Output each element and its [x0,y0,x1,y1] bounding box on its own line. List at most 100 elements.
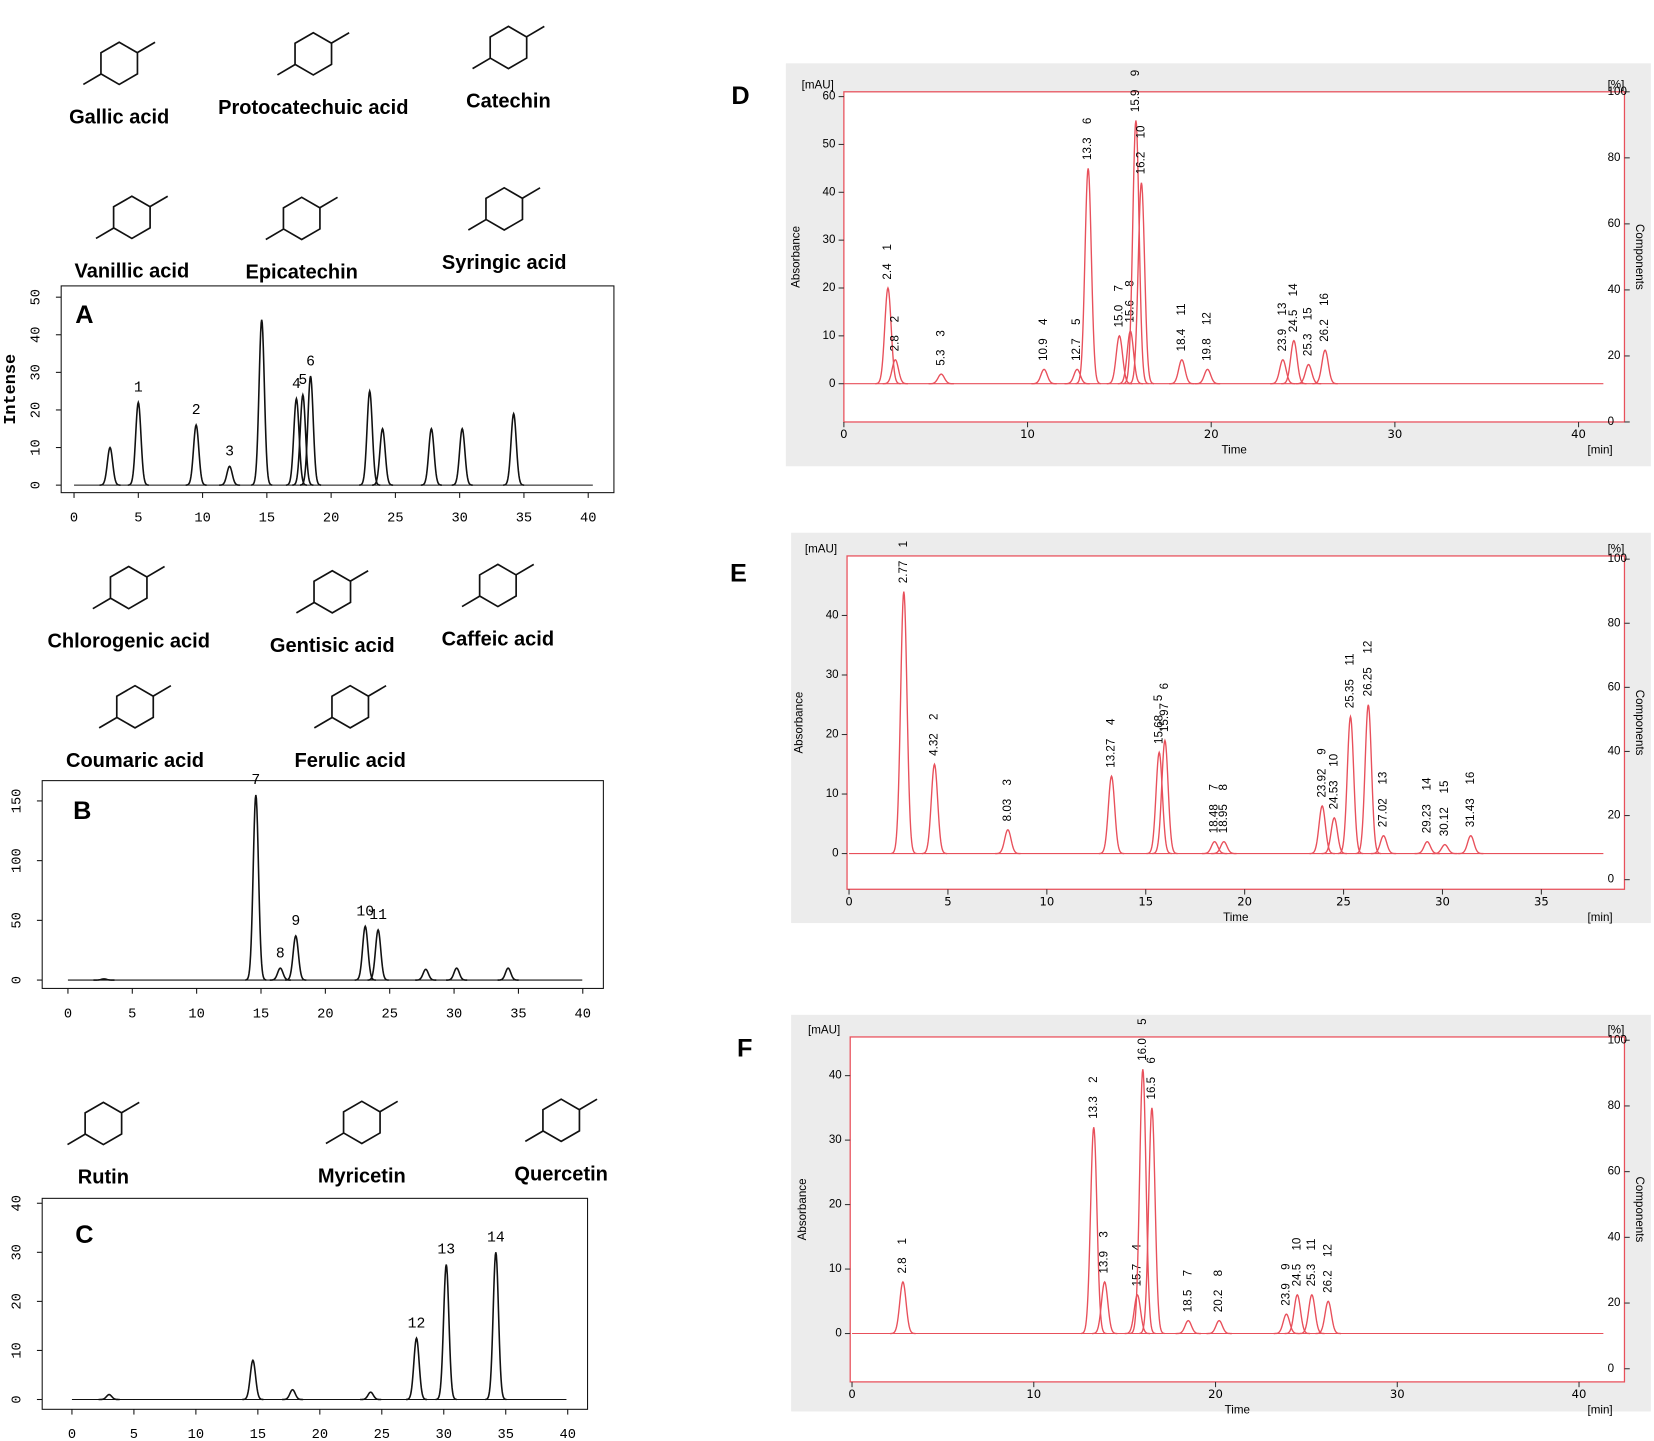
y2-tick-label: 100 [1608,1033,1627,1046]
peak-time-label: 20.2 [1212,1290,1225,1313]
peak [921,762,948,855]
structure-bond [330,32,350,45]
peak-label: 14 [1287,283,1300,296]
x-tick-label: 15 [259,512,275,527]
structure-ring [294,31,333,76]
x-tick-label: 25 [374,1428,390,1441]
peak-time-label: 16.5 [1145,1077,1158,1100]
structure-bond [367,684,387,697]
peak-label: 4 [1105,718,1118,725]
x-tick-label: 30 [436,1428,452,1441]
structure-name: Vanillic acid [75,260,190,282]
x-axis-title: Time [1225,1403,1250,1416]
peak-time-label: 30.12 [1438,807,1451,836]
peak-time-label: 16.2 [1134,152,1147,175]
peak [1098,774,1125,855]
y-tick-label: 20 [11,1293,26,1309]
y-tick-label: 40 [829,1069,842,1082]
structure-ring [485,186,524,231]
peak-time-label: 15.9 [1129,90,1142,113]
peak [251,319,273,486]
peak [99,446,121,486]
y2-tick-label: 0 [1608,1362,1614,1375]
peak [1146,750,1172,855]
x-tick-label: 25 [1336,894,1351,908]
peak-label: 2 [888,316,901,322]
peak-label: 7 [251,773,260,789]
structure-ring [313,569,352,614]
peak-time-label: 23.9 [1279,1283,1292,1306]
x-tick-label: 20 [312,1428,328,1441]
x-tick-label: 20 [1208,1387,1223,1401]
peak [1315,1300,1341,1335]
y-axis-title: Absorbance [796,1178,809,1240]
peak [882,358,908,385]
peak-label: 6 [1145,1057,1158,1063]
x-tick-label: 10 [188,1428,204,1441]
peak [451,426,473,486]
structure-bond [472,57,491,70]
panel-letter: C [75,1221,93,1249]
structure-ring [112,195,151,240]
x-tick-label: 35 [510,1007,526,1022]
peak-label: 2 [928,714,941,720]
panel-letter: B [73,797,91,825]
x-tick-label: 15 [1138,894,1153,908]
peak [1124,1293,1151,1335]
peak-time-label: 8.03 [1001,799,1014,822]
y-tick-label: 0 [29,481,44,489]
x-tick-label: 0 [64,1007,72,1022]
structure-ring [489,25,528,70]
y-unit: [mAU] [802,79,834,92]
x-tick-label: 0 [848,1387,855,1401]
y-tick-label: 30 [11,1244,26,1260]
peak [928,373,954,385]
peak [435,1264,457,1401]
peak [1081,1127,1107,1335]
y-tick-label: 20 [829,1198,842,1211]
structure-bond [67,1133,86,1146]
structure-bond [120,1101,140,1114]
peak [1432,843,1458,855]
y-tick-label: 100 [11,848,26,873]
plot-frame [843,91,1626,423]
structure-bond [467,218,487,231]
structure-ring [100,41,139,86]
x-tick-label: 25 [387,512,403,527]
y-axis-title: Intense [0,1268,2,1339]
y2-tick-label: 40 [1608,1230,1621,1243]
y-tick-label: 150 [11,789,26,814]
x-unit: [min] [1588,1403,1613,1416]
peak-time-label: 12.7 [1070,338,1083,361]
peak [891,591,917,855]
peak-label: 10 [1290,1238,1303,1251]
structure-bond [515,563,535,576]
x-tick-label: 30 [1387,427,1402,441]
structure-ring [109,565,148,610]
peak [360,1391,382,1401]
peak-time-label: 15.0 [1112,305,1125,328]
peak [415,968,437,981]
x-tick-label: 35 [516,512,532,527]
peak [1031,368,1057,385]
structure-ring [342,1100,381,1145]
y2-tick-label: 80 [1608,1099,1621,1112]
peak-label: 16 [1318,293,1331,306]
peak [1355,704,1382,855]
peak [1130,1069,1156,1335]
peak-label: 12 [1361,641,1374,654]
peak-label: 5 [1136,1018,1149,1024]
y2-tick-label: 0 [1608,873,1614,886]
structure-name: Gentisic acid [270,635,395,657]
y-tick-label: 40 [826,609,839,622]
peak-label: 13 [1377,772,1390,785]
y-tick-label: 30 [823,233,836,246]
peak-time-label: 10.9 [1037,338,1050,361]
peak-time-label: 15.97 [1158,703,1171,732]
peak [219,465,241,486]
x-tick-label: 0 [70,512,78,527]
y-unit: [mAU] [805,543,837,556]
structure-name: Quercetin [514,1163,608,1185]
x-axis-title: Time [1221,444,1246,457]
